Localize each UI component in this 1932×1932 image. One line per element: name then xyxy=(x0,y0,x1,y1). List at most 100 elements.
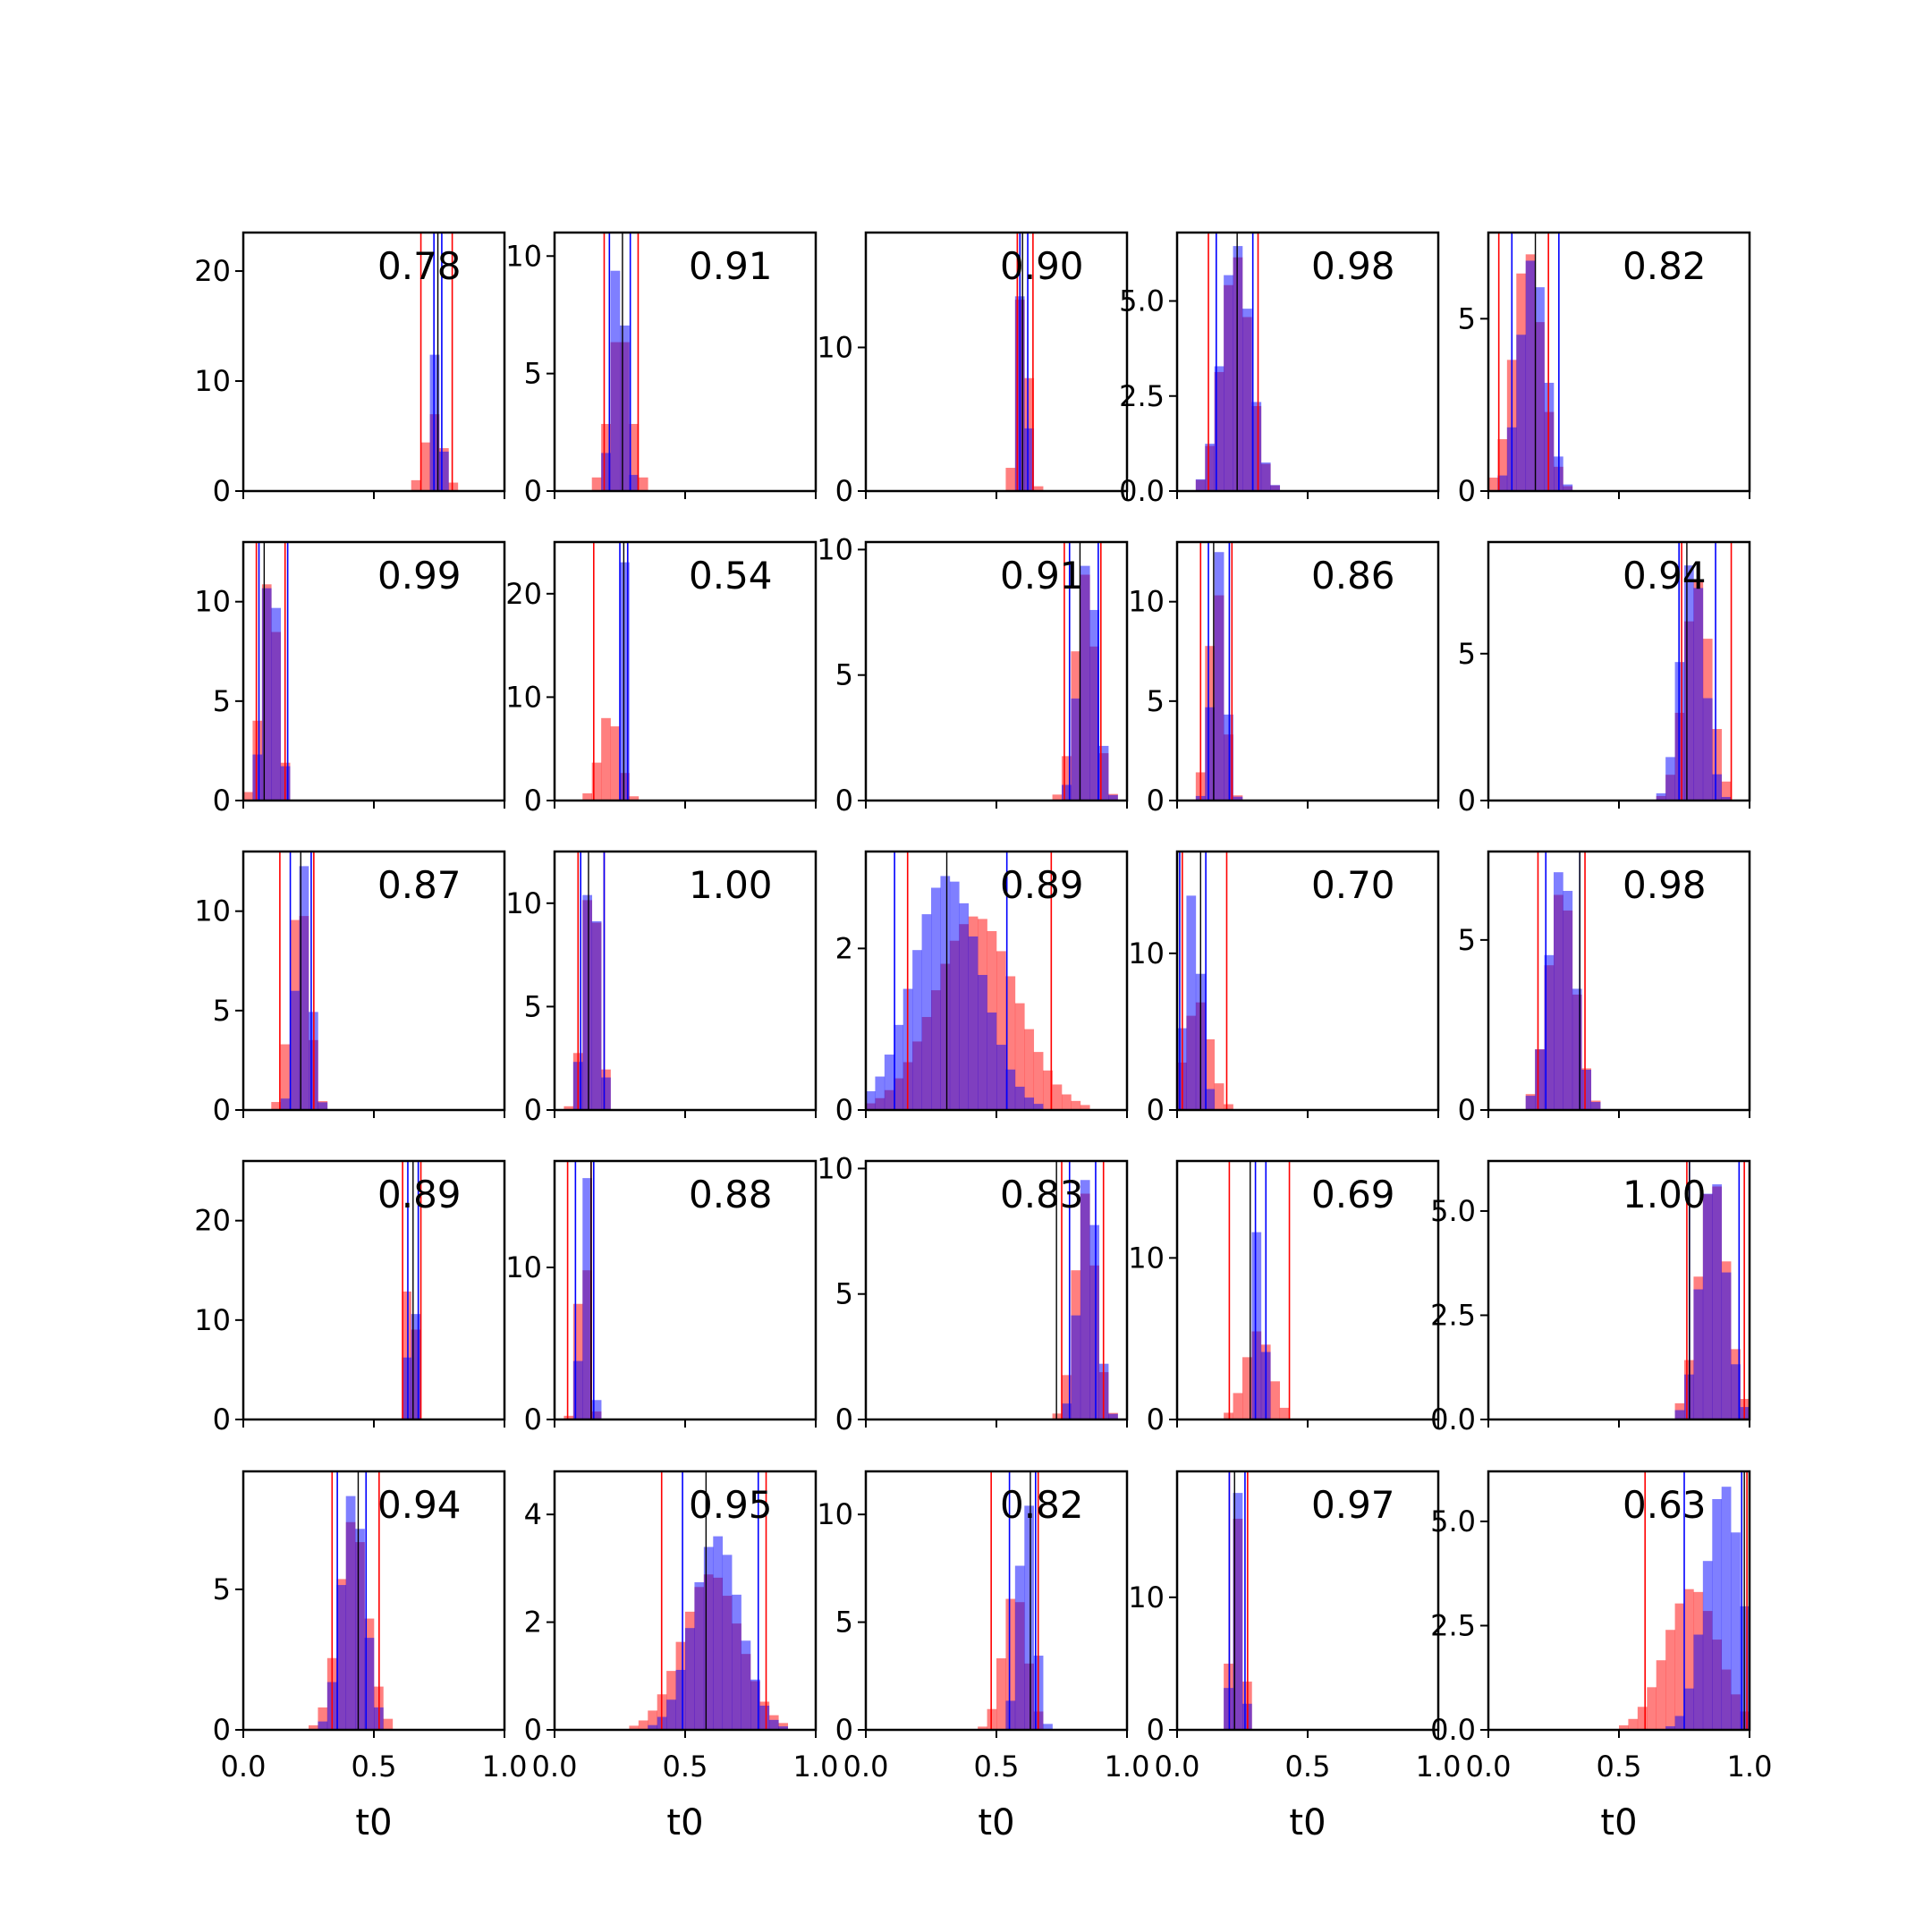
red-histogram-bar xyxy=(1062,1094,1072,1110)
red-histogram-bar xyxy=(1005,1598,1016,1730)
blue-histogram-bar xyxy=(610,270,621,491)
blue-histogram-bar xyxy=(931,887,941,1110)
axes-frame xyxy=(242,540,506,802)
blue-histogram-bar xyxy=(1544,954,1555,1110)
plot-area xyxy=(1195,542,1243,801)
red-histogram-bar xyxy=(420,442,430,491)
blue-histogram-bar xyxy=(1516,335,1527,491)
red-histogram-bar xyxy=(1712,729,1723,801)
panel-2-2: 0 10 20 0.54 xyxy=(505,540,818,818)
blue-histogram-bar xyxy=(1005,1700,1016,1730)
panel-score-label: 0.89 xyxy=(1000,863,1084,907)
y-tick-label: 5 xyxy=(1458,637,1476,671)
blue-histogram-bar xyxy=(1656,792,1666,801)
blue-histogram-bar xyxy=(685,1628,695,1730)
y-tick-label: 0 xyxy=(1147,1402,1165,1436)
panel-1-1: 0 10 20 0.78 xyxy=(194,231,506,508)
y-tick-label: 0 xyxy=(524,784,542,818)
panel-score-label: 0.63 xyxy=(1623,1483,1707,1527)
panel-score-label: 0.95 xyxy=(689,1483,773,1527)
blue-histogram-bar xyxy=(1721,1487,1732,1730)
panel-5-2: 0 2 4 0.0 0.5 1.0 0.95 xyxy=(524,1470,838,1784)
x-axis-label: t0 xyxy=(666,1802,703,1843)
x-tick-label: 1.0 xyxy=(1727,1750,1773,1784)
blue-histogram-bar xyxy=(1563,484,1573,491)
y-tick-label: 10 xyxy=(1128,1241,1165,1275)
red-histogram-bar xyxy=(1637,1707,1648,1730)
blue-histogram-bar xyxy=(1014,1565,1025,1730)
y-tick-label: 0 xyxy=(835,784,853,818)
red-histogram-bar xyxy=(1024,1029,1035,1110)
y-tick-label: 10 xyxy=(817,1151,853,1185)
x-tick-label: 0.5 xyxy=(352,1750,397,1784)
red-histogram-bar xyxy=(1497,438,1508,491)
blue-histogram-bar xyxy=(1702,698,1713,801)
red-histogram-bar xyxy=(1647,1687,1657,1730)
blue-histogram-bar xyxy=(1024,1505,1035,1730)
blue-histogram-bar xyxy=(1260,462,1271,491)
blue-histogram-bar xyxy=(336,1585,347,1730)
red-histogram-bar xyxy=(564,1415,574,1419)
panel-score-label: 0.69 xyxy=(1311,1173,1395,1216)
axes-frame xyxy=(553,231,818,493)
blue-histogram-bar xyxy=(1062,1403,1072,1419)
panel-5-4: 0 10 0.0 0.5 1.0 0.97 xyxy=(1128,1470,1461,1784)
blue-histogram-bar xyxy=(345,1496,356,1730)
panel-5-3: 0 5 10 0.0 0.5 1.0 0.82 xyxy=(817,1470,1149,1784)
red-histogram-bar xyxy=(1033,486,1044,491)
blue-histogram-bar xyxy=(1080,1180,1090,1419)
red-histogram-bar xyxy=(582,792,593,801)
y-tick-label: 2 xyxy=(835,931,853,965)
y-tick-label: 5 xyxy=(1458,301,1476,335)
red-histogram-bar xyxy=(280,1044,291,1110)
plot-area xyxy=(411,233,459,491)
blue-histogram-bar xyxy=(648,1724,658,1730)
y-tick-label: 0 xyxy=(1147,784,1165,818)
panel-score-label: 0.78 xyxy=(377,244,462,288)
x-axis-label: t0 xyxy=(978,1802,1014,1843)
y-tick-label: 0 xyxy=(213,784,231,818)
blue-histogram-bar xyxy=(1071,698,1081,801)
panel-2-3: 0 5 10 0.91 xyxy=(817,532,1129,818)
blue-histogram-bar xyxy=(1693,1289,1704,1419)
plot-area xyxy=(1224,1471,1252,1730)
red-histogram-bar xyxy=(601,717,611,801)
red-histogram-bar xyxy=(1628,1718,1639,1730)
plot-area xyxy=(1656,542,1733,801)
panel-score-label: 0.83 xyxy=(1000,1173,1084,1216)
blue-histogram-bar xyxy=(1554,872,1563,1110)
blue-histogram-bar xyxy=(1224,714,1233,801)
blue-histogram-bar xyxy=(768,1719,779,1730)
y-tick-label: 0 xyxy=(524,1402,542,1436)
red-histogram-bar xyxy=(1214,1083,1224,1110)
y-tick-label: 10 xyxy=(505,239,542,273)
blue-histogram-bar xyxy=(620,562,630,801)
plot-area xyxy=(866,852,1090,1110)
red-histogram-bar xyxy=(1224,1104,1233,1110)
red-histogram-bar xyxy=(591,477,602,491)
plot-area xyxy=(1224,1161,1291,1419)
y-tick-label: 0.0 xyxy=(1119,474,1165,508)
y-tick-label: 2.5 xyxy=(1119,379,1165,413)
panel-3-4: 0 10 0.70 xyxy=(1128,850,1440,1127)
blue-histogram-bar xyxy=(759,1705,770,1730)
blue-histogram-bar xyxy=(996,1045,1006,1110)
blue-histogram-bar xyxy=(1702,1193,1713,1419)
blue-histogram-bar xyxy=(1024,1097,1035,1110)
red-histogram-bar xyxy=(1062,1375,1072,1419)
blue-histogram-bar xyxy=(355,1529,365,1730)
y-tick-label: 2.5 xyxy=(1430,1608,1476,1642)
red-histogram-bar xyxy=(1619,1724,1629,1730)
panel-score-label: 0.82 xyxy=(1000,1483,1084,1527)
blue-histogram-bar xyxy=(1233,1493,1243,1730)
red-histogram-bar xyxy=(1062,756,1072,801)
blue-histogram-bar xyxy=(959,902,970,1110)
blue-histogram-bar xyxy=(1080,565,1090,801)
axes-frame xyxy=(242,231,506,493)
blue-histogram-bar xyxy=(582,894,593,1110)
blue-histogram-bar xyxy=(1731,1532,1741,1730)
blue-histogram-bar xyxy=(1214,366,1224,491)
blue-histogram-bar xyxy=(968,936,979,1110)
panel-5-1: 0 5 0.0 0.5 1.0 0.94 xyxy=(213,1470,527,1784)
red-histogram-bar xyxy=(629,1725,640,1730)
